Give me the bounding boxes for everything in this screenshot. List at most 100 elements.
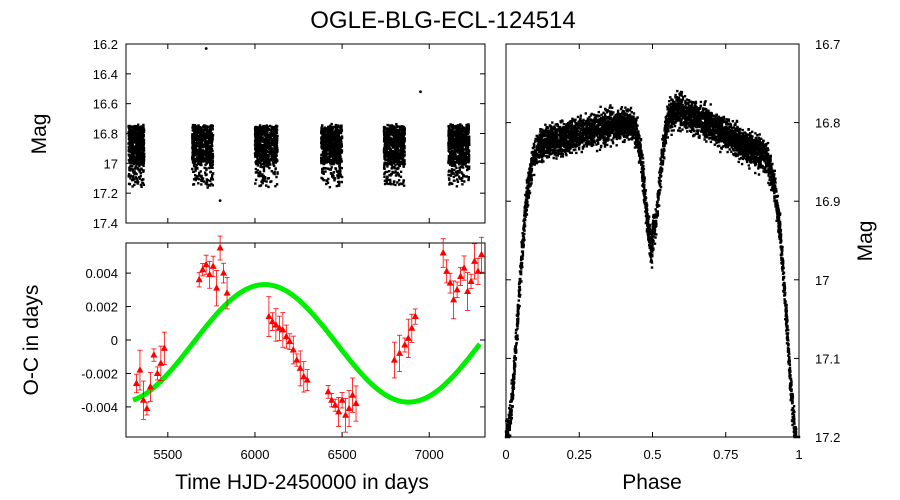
panel3-points bbox=[504, 89, 801, 439]
oc-point bbox=[300, 372, 308, 380]
oc-point bbox=[349, 391, 357, 398]
oc-point bbox=[352, 399, 360, 407]
chart-title: OGLE-BLG-ECL-124514 bbox=[310, 7, 575, 34]
oc-point bbox=[443, 267, 451, 274]
oc-point bbox=[464, 287, 472, 294]
panel3-ytick-label: 16.9 bbox=[815, 194, 840, 209]
oc-point bbox=[331, 401, 339, 408]
oc-point bbox=[136, 366, 144, 373]
panel2-xtick-label: 6500 bbox=[328, 447, 357, 462]
panel1-ytick-label: 17 bbox=[104, 156, 118, 171]
oc-point bbox=[282, 332, 290, 340]
panel3-ticks: 16.7 16.8 16.9 17 17.1 17.2 0 0.25 0.5 0.75 1 bbox=[502, 37, 840, 462]
panel2-xtick-label: 6000 bbox=[241, 447, 270, 462]
oc-point bbox=[160, 344, 168, 351]
panel3-xtick-label: 0.5 bbox=[643, 447, 661, 462]
oc-point bbox=[195, 275, 203, 283]
oc-point bbox=[153, 369, 161, 376]
oc-point bbox=[206, 270, 214, 278]
panel2-ytick-label: 0.004 bbox=[85, 266, 118, 281]
panel1-ytick-label: 16.4 bbox=[93, 67, 118, 82]
panel1-ytick-label: 17.4 bbox=[93, 216, 118, 231]
oc-point bbox=[265, 312, 273, 320]
panel2-ytick-label: -0.004 bbox=[81, 400, 118, 415]
oc-fit-curve bbox=[132, 282, 482, 405]
panel1-ytick-label: 17.2 bbox=[93, 186, 118, 201]
panel2-frame bbox=[125, 242, 486, 438]
panel1-outlier-point bbox=[419, 90, 422, 94]
oc-point bbox=[467, 277, 475, 284]
panel1-ytick-label: 16.6 bbox=[93, 97, 118, 112]
oc-point bbox=[404, 334, 412, 341]
oc-point bbox=[457, 272, 465, 279]
panel2-xlabel: Time HJD-2450000 in days bbox=[175, 471, 429, 494]
oc-point bbox=[202, 260, 210, 268]
panel3-ytick-label: 17.2 bbox=[815, 430, 840, 445]
panel3-ytick-label: 16.7 bbox=[815, 37, 840, 52]
oc-point bbox=[401, 341, 409, 348]
panel3-ylabel: Mag bbox=[854, 221, 877, 262]
oc-point bbox=[342, 411, 350, 418]
panel3-ytick-label: 16.8 bbox=[815, 116, 840, 131]
oc-point bbox=[446, 279, 454, 286]
panel2-fit bbox=[132, 282, 482, 405]
oc-point bbox=[411, 312, 419, 320]
oc-point bbox=[439, 249, 447, 256]
panel3-xtick-label: 0.75 bbox=[713, 447, 738, 462]
oc-point bbox=[345, 404, 353, 412]
panel3-xtick-label: 0.25 bbox=[567, 447, 592, 462]
oc-point bbox=[286, 337, 294, 345]
panel1-ticks: 16.2 16.4 16.6 16.8 17 17.2 17.4 bbox=[93, 37, 485, 231]
panel1-ylabel: Mag bbox=[28, 114, 51, 155]
oc-point bbox=[478, 250, 486, 258]
panel2-ytick-label: -0.002 bbox=[81, 366, 118, 381]
panel1-points bbox=[127, 47, 471, 203]
oc-point bbox=[223, 289, 231, 296]
oc-point bbox=[146, 382, 154, 390]
oc-point bbox=[199, 265, 207, 273]
panel3-xtick-label: 0 bbox=[502, 447, 509, 462]
panel1-ytick-label: 16.8 bbox=[93, 127, 118, 142]
panel1-outlier-point bbox=[218, 199, 222, 203]
panel1-frame bbox=[125, 43, 486, 224]
panel3-ytick-label: 17 bbox=[815, 273, 829, 288]
oc-point bbox=[272, 320, 280, 328]
oc-point bbox=[213, 284, 221, 291]
panel2-xtick-label: 7000 bbox=[415, 447, 444, 462]
oc-point bbox=[453, 285, 461, 293]
oc-point bbox=[390, 356, 398, 363]
oc-point bbox=[328, 396, 336, 403]
oc-point bbox=[150, 351, 158, 358]
oc-point bbox=[289, 346, 297, 353]
oc-point bbox=[293, 356, 301, 363]
panel3-xtick-label: 1 bbox=[795, 447, 802, 462]
panel1-outlier-point bbox=[204, 47, 208, 50]
oc-point bbox=[220, 269, 228, 276]
panel3-ytick-label: 17.1 bbox=[815, 351, 840, 366]
oc-point bbox=[268, 317, 276, 325]
oc-point bbox=[324, 387, 332, 395]
oc-point bbox=[143, 404, 151, 412]
oc-point bbox=[132, 379, 140, 386]
panel2-ytick-label: 0 bbox=[111, 333, 118, 348]
oc-point bbox=[396, 349, 404, 356]
panel3-scatter bbox=[504, 89, 801, 439]
panel2-xtick-label: 5500 bbox=[153, 447, 182, 462]
oc-point bbox=[275, 324, 283, 331]
oc-point bbox=[296, 364, 304, 371]
panel-light-curve-time: 16.2 16.4 16.6 16.8 17 17.2 17.4 Mag bbox=[28, 37, 486, 231]
oc-point bbox=[408, 324, 416, 331]
panel3-xlabel: Phase bbox=[622, 471, 682, 494]
oc-point bbox=[471, 257, 479, 264]
oc-point bbox=[460, 264, 468, 271]
panel1-ytick-label: 16.2 bbox=[93, 37, 118, 52]
oc-point bbox=[303, 376, 311, 383]
oc-point bbox=[450, 295, 458, 303]
oc-point bbox=[335, 407, 343, 415]
panel2-ytick-label: 0.002 bbox=[85, 300, 118, 315]
panel2-points bbox=[132, 235, 486, 433]
oc-point bbox=[279, 325, 287, 333]
